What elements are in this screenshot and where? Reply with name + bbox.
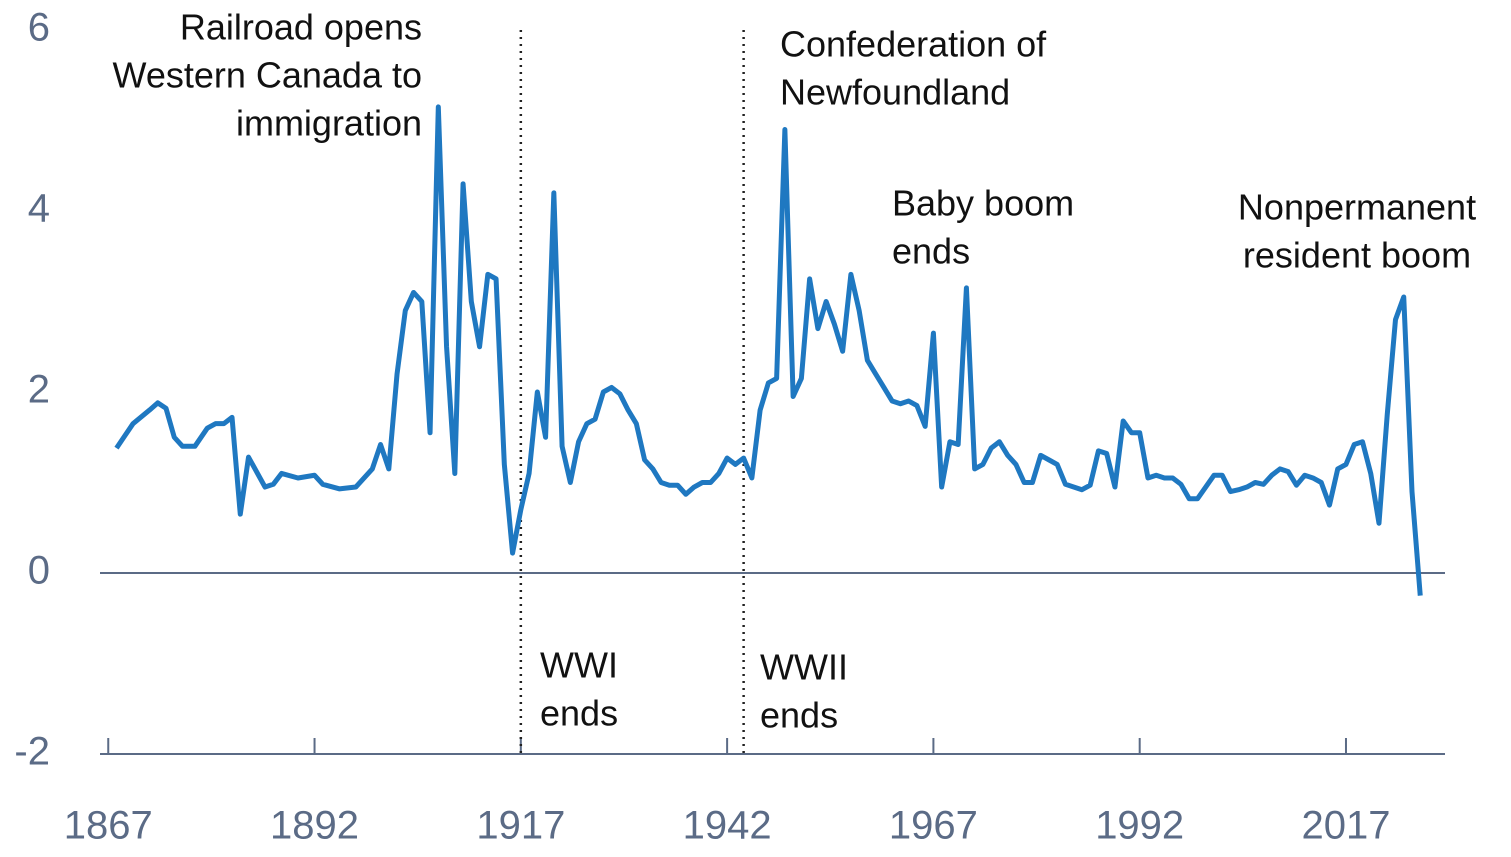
annotation: Western Canada to — [112, 55, 422, 96]
x-tick-label: 1892 — [270, 804, 359, 848]
x-tick-label: 1867 — [64, 804, 153, 848]
annotation: ends — [892, 231, 970, 272]
x-tick-label: 1917 — [476, 804, 565, 848]
x-tick-label: 2017 — [1301, 804, 1390, 848]
annotation: Railroad opens — [180, 7, 422, 48]
y-tick-label: -2 — [14, 730, 50, 774]
annotation: WWI — [540, 645, 618, 686]
annotation: immigration — [236, 103, 422, 144]
series-line — [114, 104, 1423, 596]
annotation: ends — [540, 693, 618, 734]
y-tick-label: 4 — [28, 187, 50, 231]
annotation: Baby boom — [892, 183, 1074, 224]
x-tick-label: 1967 — [889, 804, 978, 848]
annotation: Newfoundland — [780, 72, 1010, 113]
y-tick-label: 0 — [28, 549, 50, 593]
annotation: resident boom — [1243, 235, 1471, 276]
annotation: ends — [760, 695, 838, 736]
annotation: Confederation of — [780, 24, 1047, 65]
y-tick-label: 2 — [28, 368, 50, 412]
x-tick-label: 1992 — [1095, 804, 1184, 848]
annotation: WWII — [760, 647, 848, 688]
y-tick-label: 6 — [28, 6, 50, 50]
x-tick-label: 1942 — [683, 804, 772, 848]
annotation: Nonpermanent — [1238, 187, 1476, 228]
